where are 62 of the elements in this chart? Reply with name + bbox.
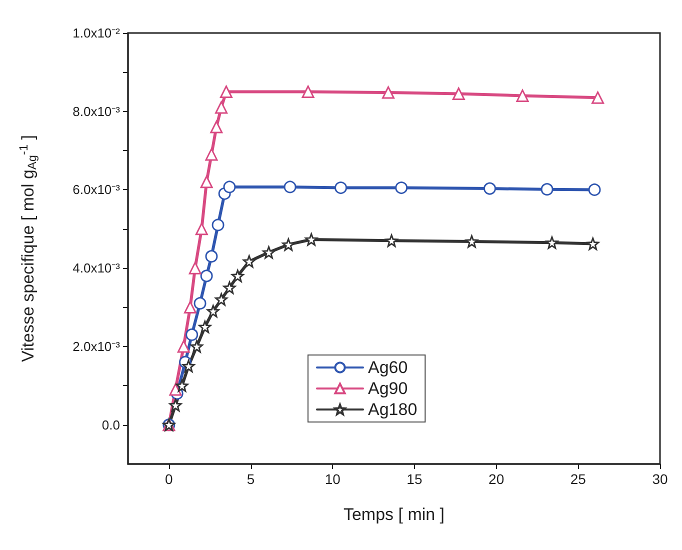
point — [282, 238, 295, 251]
point — [205, 148, 218, 161]
point — [190, 340, 203, 353]
y-tick-label: 1.0x10⁻² — [72, 26, 121, 40]
point — [592, 91, 604, 104]
point — [205, 250, 218, 263]
point — [169, 398, 182, 412]
point — [546, 236, 558, 249]
point — [198, 320, 212, 334]
x-tick-label: 30 — [652, 471, 668, 487]
point — [194, 297, 206, 310]
point — [242, 255, 256, 268]
x-axis-title: Temps [ min ] — [343, 505, 445, 524]
point — [215, 293, 228, 306]
point — [210, 120, 223, 134]
legend-label: Ag180 — [368, 400, 418, 419]
point — [169, 383, 182, 396]
point — [516, 89, 529, 102]
point — [231, 270, 244, 282]
point — [395, 182, 408, 194]
point — [186, 328, 198, 341]
point — [262, 246, 276, 259]
y-tick-label: 6.0x10⁻³ — [72, 182, 121, 198]
point — [466, 235, 478, 248]
point — [182, 360, 195, 372]
x-tick-label: 20 — [488, 471, 504, 487]
legend-label: Ag90 — [368, 379, 408, 398]
point — [385, 234, 398, 247]
point — [220, 86, 232, 98]
point — [206, 304, 220, 318]
x-tick-label: 5 — [246, 471, 255, 487]
point — [200, 270, 213, 282]
point — [176, 379, 188, 392]
point — [284, 180, 296, 194]
point — [177, 340, 190, 353]
point — [305, 233, 318, 246]
point — [212, 218, 224, 232]
y-tick-label: 4.0x10⁻³ — [72, 260, 121, 276]
x-tick-label: 25 — [570, 471, 586, 487]
point — [452, 87, 465, 100]
legend-label: Ag60 — [368, 358, 408, 377]
point — [302, 86, 314, 98]
point — [223, 281, 236, 294]
point — [188, 262, 202, 274]
x-tick-label: 15 — [406, 471, 422, 487]
x-tick-label: 10 — [324, 471, 341, 487]
point — [588, 183, 601, 196]
point — [484, 182, 496, 195]
point — [540, 183, 554, 196]
y-tick-label: 8.0x10⁻³ — [72, 104, 121, 119]
y-axis-title: Vitesse specifique [ mol gAg-1 ] — [16, 134, 39, 362]
point — [382, 86, 395, 99]
point — [223, 180, 236, 194]
point — [200, 176, 213, 188]
x-tick-label: 0 — [165, 471, 174, 487]
point — [195, 222, 208, 236]
y-tick-label: 2.0x10⁻³ — [72, 338, 121, 354]
point — [184, 301, 196, 314]
y-tick-label: 0.0 — [102, 417, 120, 432]
point — [215, 101, 228, 114]
point — [334, 182, 348, 194]
point — [586, 238, 600, 250]
